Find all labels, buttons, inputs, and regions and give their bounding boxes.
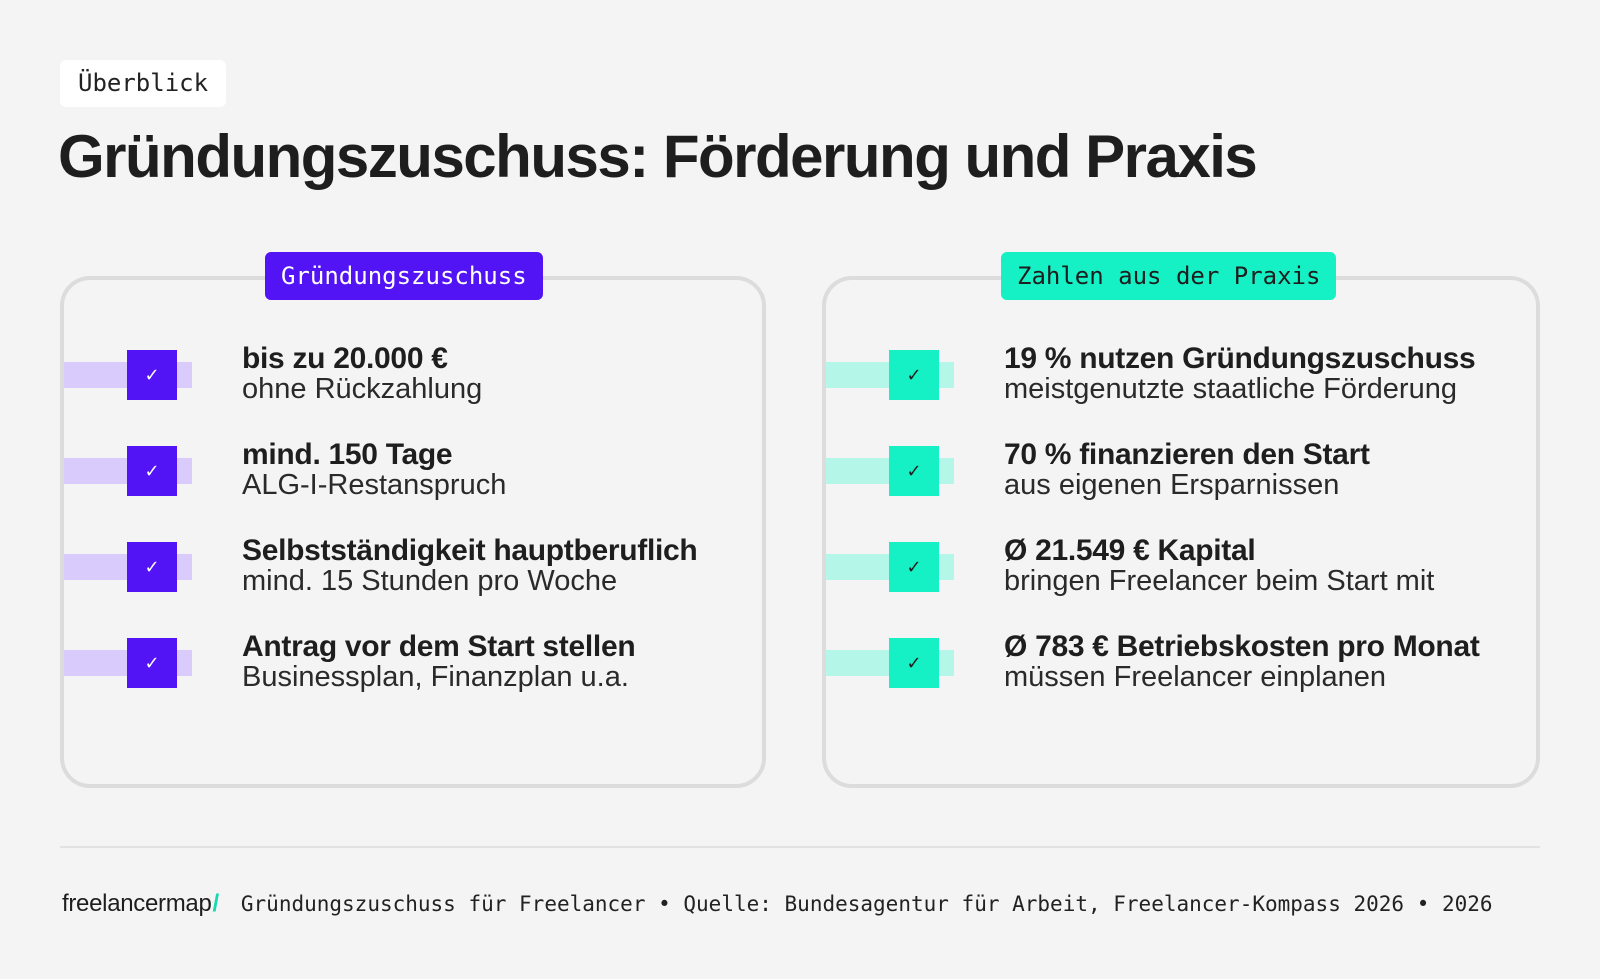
check-icon: ✓ (889, 350, 939, 400)
item-title: bis zu 20.000 € (242, 342, 448, 375)
list-item: ✓ bis zu 20.000 € ohne Rückzahlung (64, 344, 762, 405)
source-text: Gründungszuschuss für Freelancer • Quell… (240, 892, 1493, 916)
footer: freelancermap/ Gründungszuschuss für Fre… (62, 890, 1493, 918)
right-card: Zahlen aus der Praxis ✓ 19 % nutzen Grün… (822, 252, 1540, 788)
page-title: Gründungszuschuss: Förderung und Praxis (58, 123, 1258, 190)
item-title: mind. 150 Tage (242, 438, 453, 471)
list-item: ✓ Selbstständigkeit hauptberuflich mind.… (64, 534, 762, 597)
freelancermap-logo[interactable]: freelancermap/ (62, 890, 219, 918)
item-subtitle: ohne Rückzahlung (242, 373, 483, 405)
item-title: Antrag vor dem Start stellen (242, 630, 636, 663)
list-item: ✓ mind. 150 Tage ALG-I-Restanspruch (64, 440, 762, 501)
item-subtitle: meistgenutzte staatliche Förderung (1004, 373, 1457, 405)
item-subtitle: mind. 15 Stunden pro Woche (242, 565, 618, 597)
item-text: Ø 21.549 € Kapital bringen Freelancer be… (1004, 536, 1434, 597)
item-text: Selbstständigkeit hauptberuflich mind. 1… (242, 534, 698, 597)
right-card-items: ✓ 19 % nutzen Gründungszuschuss meistgen… (826, 280, 1536, 784)
check-icon: ✓ (889, 542, 939, 592)
left-card: Gründungszuschuss ✓ bis zu 20.000 € ohne… (60, 252, 766, 788)
logo-slash: / (212, 890, 220, 917)
list-item: ✓ Ø 21.549 € Kapital bringen Freelancer … (826, 536, 1536, 597)
item-text: 70 % finanzieren den Start aus eigenen E… (1004, 440, 1370, 501)
item-title: Selbstständigkeit hauptberuflich (242, 534, 698, 567)
item-text: mind. 150 Tage ALG-I-Restanspruch (242, 440, 506, 501)
right-card-badge: Zahlen aus der Praxis (1001, 252, 1337, 300)
check-icon: ✓ (889, 446, 939, 496)
item-text: 19 % nutzen Gründungszuschuss meistgenut… (1004, 342, 1476, 405)
check-icon: ✓ (127, 446, 177, 496)
left-card-badge: Gründungszuschuss (265, 252, 543, 300)
overview-tag: Überblick (60, 60, 227, 107)
item-subtitle: ALG-I-Restanspruch (242, 469, 507, 501)
check-icon: ✓ (889, 638, 939, 688)
check-icon: ✓ (127, 350, 177, 400)
logo-wordmark: freelancermap (62, 890, 212, 917)
item-title: 70 % finanzieren den Start (1004, 438, 1370, 471)
footer-divider (60, 846, 1540, 848)
list-item: ✓ 70 % finanzieren den Start aus eigenen… (826, 440, 1536, 501)
item-subtitle: Businessplan, Finanzplan u.a. (242, 661, 629, 693)
list-item: ✓ Ø 783 € Betriebskosten pro Monat müsse… (826, 632, 1536, 693)
item-title: Ø 783 € Betriebskosten pro Monat (1004, 630, 1480, 663)
left-card-items: ✓ bis zu 20.000 € ohne Rückzahlung ✓ min… (64, 280, 762, 784)
item-subtitle: aus eigenen Ersparnissen (1004, 469, 1340, 501)
check-icon: ✓ (127, 542, 177, 592)
list-item: ✓ Antrag vor dem Start stellen Businessp… (64, 630, 762, 693)
item-subtitle: müssen Freelancer einplanen (1004, 661, 1387, 693)
item-text: Antrag vor dem Start stellen Businesspla… (242, 630, 636, 693)
item-text: bis zu 20.000 € ohne Rückzahlung (242, 344, 482, 405)
item-subtitle: bringen Freelancer beim Start mit (1004, 565, 1435, 597)
item-text: Ø 783 € Betriebskosten pro Monat müssen … (1004, 632, 1480, 693)
item-title: Ø 21.549 € Kapital (1004, 534, 1256, 567)
check-icon: ✓ (127, 638, 177, 688)
item-title: 19 % nutzen Gründungszuschuss (1004, 342, 1476, 375)
list-item: ✓ 19 % nutzen Gründungszuschuss meistgen… (826, 342, 1536, 405)
